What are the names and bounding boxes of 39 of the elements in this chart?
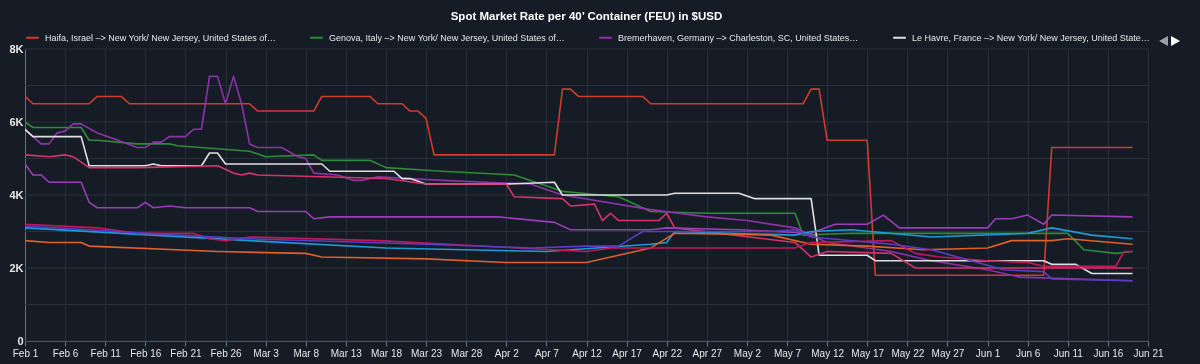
x-tick-label: Apr 2 — [494, 347, 520, 359]
x-tick-label: Mar 13 — [330, 347, 363, 359]
y-tick-label: 4K — [9, 188, 24, 201]
x-tick-label: Mar 23 — [411, 347, 443, 359]
x-tick-label: May 7 — [773, 347, 802, 359]
x-tick-label: May 12 — [811, 347, 845, 359]
x-tick-label: Feb 11 — [90, 347, 122, 359]
x-tick-label: Jun 21 — [1133, 347, 1164, 359]
x-tick-label: Apr 12 — [572, 347, 603, 359]
x-tick-label: May 2 — [733, 347, 762, 359]
y-tick-label: 6K — [9, 115, 24, 128]
x-tick-label: Feb 26 — [210, 347, 243, 359]
x-tick-label: May 17 — [851, 347, 885, 359]
legend-label: Genova, Italy –> New York/ New Jersey, United States of… — [329, 32, 565, 43]
legend-label: Haifa, Israel –> New York/ New Jersey, United States of… — [45, 32, 276, 43]
x-tick-label: May 27 — [931, 347, 965, 359]
x-tick-label: Jun 16 — [1093, 347, 1124, 359]
x-tick-label: Apr 7 — [534, 347, 560, 359]
y-tick-label: 2K — [9, 261, 24, 274]
x-tick-label: Jun 6 — [1015, 347, 1041, 359]
y-tick-label: 0 — [17, 334, 24, 347]
x-tick-label: Feb 6 — [52, 347, 79, 359]
x-tick-label: Apr 17 — [612, 347, 643, 359]
x-tick-label: May 22 — [891, 347, 925, 359]
chart-title: Spot Market Rate per 40’ Container (FEU) in $USD — [450, 9, 723, 22]
x-tick-label: Mar 18 — [370, 347, 403, 359]
x-tick-label: Apr 27 — [692, 347, 723, 359]
x-tick-label: Apr 22 — [652, 347, 683, 359]
x-tick-label: Jun 11 — [1053, 347, 1084, 359]
legend-label: Le Havre, France –> New York/ New Jersey, United State… — [912, 32, 1150, 43]
x-tick-label: Mar 8 — [293, 347, 320, 359]
x-tick-label: Jun 1 — [975, 347, 1001, 359]
x-tick-label: Feb 16 — [130, 347, 162, 359]
y-tick-label: 8K — [9, 42, 24, 55]
x-tick-label: Feb 21 — [170, 347, 202, 359]
legend-label: Bremerhaven, Germany –> Charleston, SC, United States… — [618, 32, 859, 43]
x-tick-label: Feb 1 — [12, 347, 39, 359]
x-tick-label: Mar 28 — [451, 347, 483, 359]
x-tick-label: Mar 3 — [253, 347, 280, 359]
